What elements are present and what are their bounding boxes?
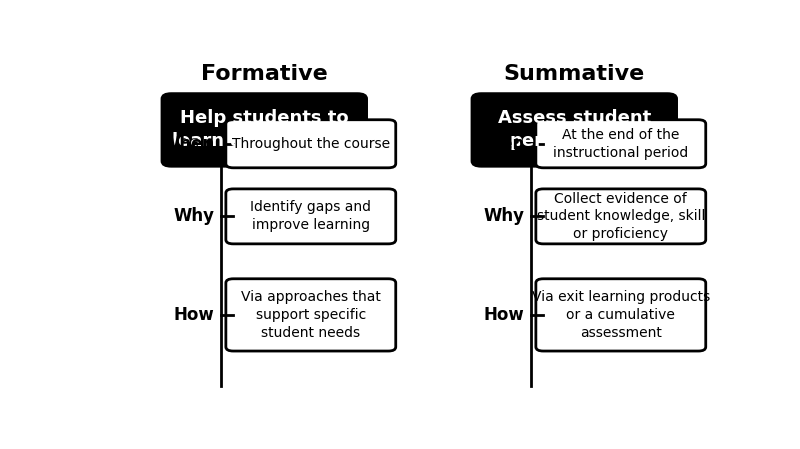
FancyBboxPatch shape [226, 279, 396, 351]
Text: At the end of the
instructional period: At the end of the instructional period [553, 128, 689, 160]
FancyBboxPatch shape [226, 120, 396, 168]
Text: How: How [174, 306, 214, 324]
Text: Help students to
learn and practice: Help students to learn and practice [172, 110, 356, 150]
Text: Summative: Summative [504, 64, 645, 84]
FancyBboxPatch shape [536, 189, 706, 244]
Text: Assess student
performance: Assess student performance [498, 110, 651, 150]
Text: When: When [162, 135, 214, 153]
Text: Via exit learning products
or a cumulative
assessment: Via exit learning products or a cumulati… [532, 290, 710, 340]
FancyBboxPatch shape [472, 94, 677, 166]
FancyBboxPatch shape [162, 94, 366, 166]
Text: When: When [471, 135, 525, 153]
Text: Why: Why [484, 207, 525, 225]
FancyBboxPatch shape [226, 189, 396, 244]
Text: How: How [484, 306, 525, 324]
Text: Formative: Formative [201, 64, 328, 84]
FancyBboxPatch shape [536, 279, 706, 351]
Text: Throughout the course: Throughout the course [232, 137, 390, 151]
Text: Identify gaps and
improve learning: Identify gaps and improve learning [250, 200, 371, 232]
Text: Via approaches that
support specific
student needs: Via approaches that support specific stu… [241, 290, 381, 340]
FancyBboxPatch shape [536, 120, 706, 168]
Text: Why: Why [174, 207, 214, 225]
Text: Collect evidence of
student knowledge, skill
or proficiency: Collect evidence of student knowledge, s… [537, 192, 705, 241]
